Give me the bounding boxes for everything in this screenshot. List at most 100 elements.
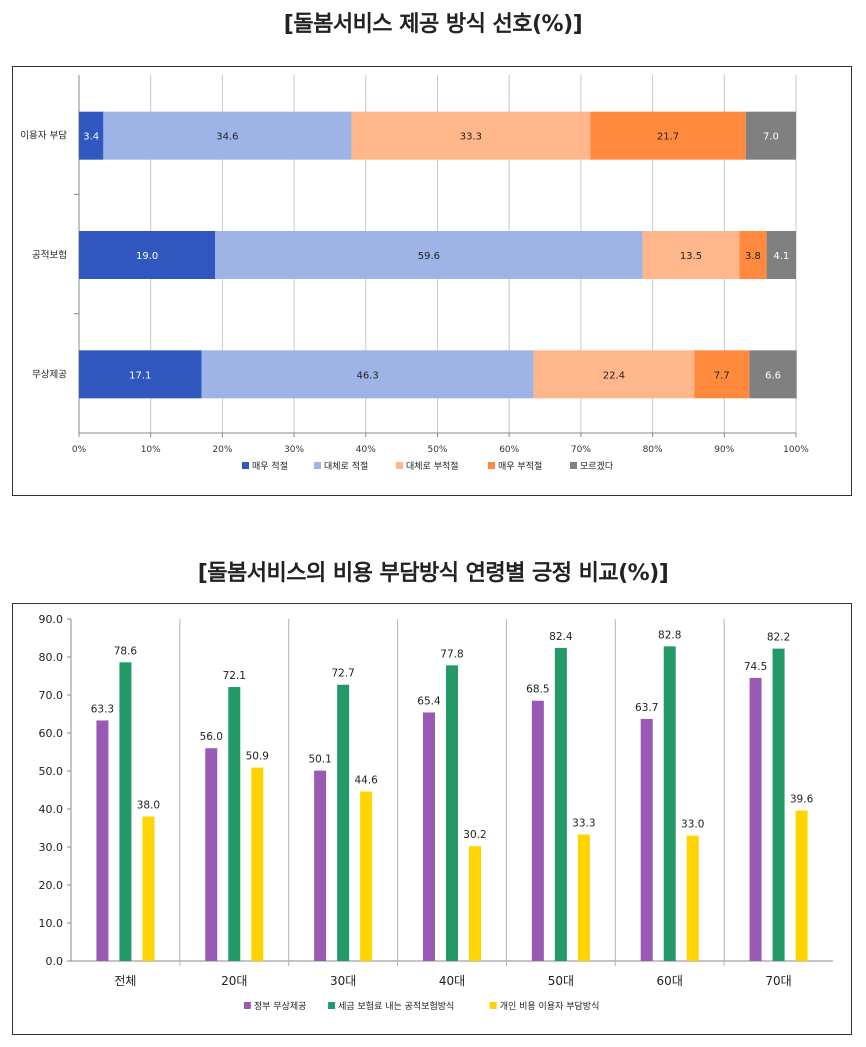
data-label: 7.0: [763, 132, 779, 143]
stacked-bar-chart: 0% 10% 20% 30% 40% 50% 60% 70% 80% 90% 100% 이용자 부담 3…: [20, 75, 809, 472]
bar-segment: [749, 350, 797, 399]
bar-segment: [79, 231, 216, 279]
data-label: 7.7: [714, 370, 730, 381]
data-label: 3.8: [745, 251, 761, 262]
legend-swatch: [489, 1002, 497, 1009]
bar: [577, 834, 590, 961]
y-tick-label: 0.0: [46, 955, 64, 968]
y-tick-label: 30.0: [39, 841, 64, 854]
y-tick-label: 40.0: [39, 803, 64, 816]
bar: [686, 835, 699, 961]
bar-segment: [766, 231, 796, 279]
x-tick-label: 0%: [72, 445, 87, 455]
data-label: 13.5: [680, 251, 702, 262]
data-label: 50.1: [308, 754, 331, 766]
data-label: 21.7: [657, 132, 679, 143]
x-category-label: 20대: [221, 974, 247, 988]
data-label: 77.8: [440, 648, 463, 660]
bar: [423, 712, 435, 961]
stacked-bar-chart-panel: 0% 10% 20% 30% 40% 50% 60% 70% 80% 90% 100% 이용자 부담 3…: [12, 66, 852, 496]
bar-segment: [642, 231, 740, 279]
x-tick-label: 100%: [783, 445, 809, 455]
y-tick-label: 60.0: [39, 727, 64, 740]
data-label: 30.2: [463, 829, 486, 841]
grouped-bar-chart: 0.0 10.0 20.0 30.0 40.0 50.0 60.0 70.0 80.0 90.0 전…: [39, 613, 833, 1012]
bar: [640, 718, 653, 961]
x-category-label: 전체: [114, 974, 136, 988]
bar: [446, 665, 458, 961]
bar: [314, 770, 327, 961]
category-label: 이용자 부담: [20, 130, 67, 142]
legend-swatch: [328, 1002, 336, 1009]
chart1-title: [돌봄서비스 제공 방식 선호(%)]: [283, 12, 583, 37]
data-label: 33.0: [681, 819, 704, 831]
legend-swatch: [314, 462, 321, 469]
x-tick-label: 30%: [284, 445, 304, 455]
category-label: 무상제공: [32, 369, 67, 380]
data-label: 33.3: [460, 132, 482, 143]
legend-label: 정부 무상제공: [254, 1001, 307, 1012]
bar: [554, 647, 567, 961]
y-tick-label: 10.0: [39, 917, 64, 930]
legend-swatch: [242, 462, 249, 469]
x-tick-label: 50%: [427, 445, 447, 455]
bar: [96, 720, 109, 961]
x-tick-label: 60%: [499, 445, 519, 455]
bar: [228, 687, 241, 961]
x-tick-label: 90%: [714, 445, 734, 455]
bar-segment: [590, 111, 746, 160]
x-tick-label: 20%: [212, 445, 232, 455]
data-label: 59.6: [418, 251, 440, 262]
data-label: 38.0: [137, 800, 160, 812]
bar-segment: [694, 350, 750, 399]
bar: [772, 648, 785, 961]
legend-label: 매우 부적절: [498, 460, 542, 472]
y-tick-label: 80.0: [39, 651, 64, 664]
bar-segment: [103, 111, 352, 160]
legend-label: 개인 비용 이용자 부담방식: [500, 1000, 600, 1012]
data-label: 82.8: [658, 629, 681, 641]
legend-label: 세금 보험료 내는 공적보험방식: [338, 1000, 454, 1012]
data-label: 82.4: [549, 631, 573, 643]
bar-segment: [351, 111, 591, 160]
bar: [531, 700, 544, 961]
y-tick-label: 70.0: [39, 689, 64, 702]
legend-label: 대체로 부적절: [406, 460, 459, 472]
bar: [142, 816, 155, 961]
legend-swatch: [243, 1002, 251, 1009]
data-label: 82.2: [767, 632, 790, 644]
y-tick-label: 50.0: [39, 765, 64, 778]
data-label: 63.3: [91, 703, 114, 715]
x-category-label: 40대: [439, 974, 465, 988]
data-label: 72.1: [223, 670, 246, 682]
legend-label: 모르겠다: [580, 461, 614, 472]
bar: [469, 846, 481, 961]
legend-swatch: [396, 462, 403, 469]
legend-swatch: [570, 462, 577, 469]
bar-segment: [739, 231, 767, 279]
bar-segment: [79, 350, 202, 399]
data-label: 56.0: [200, 731, 223, 743]
x-tick-label: 70%: [571, 445, 591, 455]
x-tick-label: 10%: [141, 445, 161, 455]
grouped-bar-chart-panel: 0.0 10.0 20.0 30.0 40.0 50.0 60.0 70.0 80.0 90.0 전…: [12, 603, 852, 1035]
bar: [749, 677, 762, 961]
bar: [663, 646, 676, 961]
bar: [360, 791, 373, 961]
legend-label: 매우 적절: [252, 460, 288, 472]
x-category-label: 60대: [657, 974, 683, 988]
bar-segment: [745, 111, 796, 160]
x-category-label: 30대: [330, 974, 356, 988]
bar-segment: [215, 231, 643, 279]
y-tick-label: 20.0: [39, 879, 64, 892]
x-category-label: 70대: [765, 974, 791, 988]
data-label: 63.7: [635, 702, 658, 714]
data-label: 68.5: [526, 684, 549, 696]
bar: [119, 662, 132, 961]
data-label: 3.4: [83, 132, 99, 143]
data-label: 50.9: [246, 751, 269, 763]
data-label: 65.4: [417, 695, 441, 707]
data-label: 34.6: [216, 132, 238, 143]
y-tick-label: 90.0: [39, 613, 64, 626]
data-label: 46.3: [356, 370, 378, 381]
